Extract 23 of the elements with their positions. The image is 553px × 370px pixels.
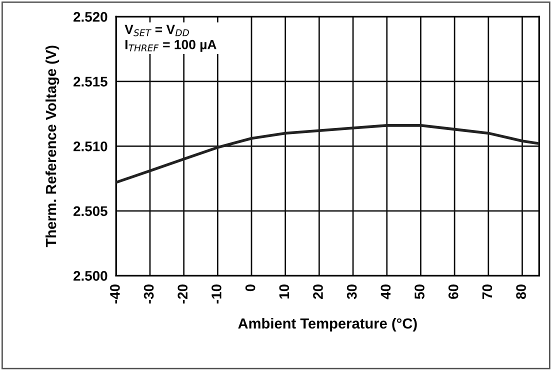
y-axis-title: Therm. Reference Voltage (V) <box>45 46 60 248</box>
y-tick-label: 2.510 <box>74 141 108 152</box>
annotation: V$_{SET}$ = V$_{DD}$ <box>124 24 189 36</box>
x-tick-label: 20 <box>313 284 323 299</box>
x-tick-label: -40 <box>110 284 120 304</box>
x-tick-label: 30 <box>346 284 357 300</box>
x-tick-label: -10 <box>212 284 222 304</box>
x-tick-label: 60 <box>448 284 458 299</box>
x-tick-label: 80 <box>516 284 526 299</box>
x-tick-label: 10 <box>279 284 290 299</box>
y-tick-label: 2.505 <box>74 206 108 216</box>
line-series <box>116 124 540 184</box>
annotation: I$_{THREF}$ = 100 µA <box>125 40 216 52</box>
x-tick-label: 50 <box>414 284 424 300</box>
x-tick-label: 70 <box>482 284 492 299</box>
y-tick-label: 2.500 <box>74 270 108 281</box>
x-tick-label: 0 <box>245 284 256 292</box>
y-tick-label: 2.520 <box>74 12 108 22</box>
y-tick-label: 2.515 <box>74 76 108 87</box>
x-tick-label: -30 <box>144 284 154 304</box>
x-tick-label: 40 <box>380 284 391 300</box>
x-axis-title: Ambient Temperature (°C) <box>238 318 417 332</box>
x-tick-label: -20 <box>178 284 188 304</box>
